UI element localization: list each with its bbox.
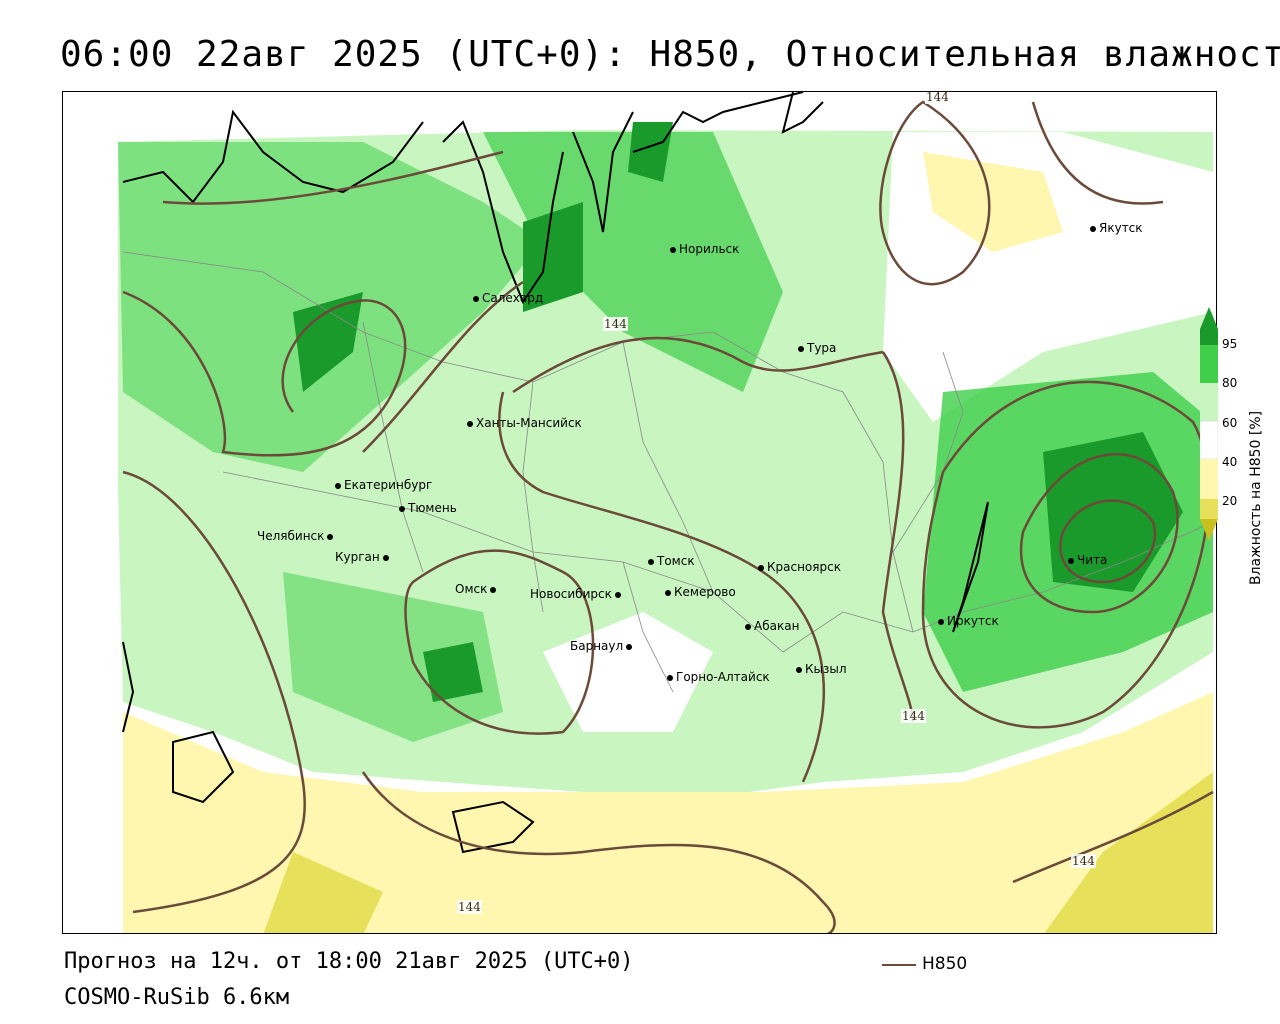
- contour-label: 144: [1071, 854, 1096, 868]
- city-label-krasnoyarsk: Красноярск: [758, 560, 841, 574]
- forecast-caption: Прогноз на 12ч. от 18:00 21авг 2025 (UTC…: [64, 949, 634, 974]
- contour-label: 144: [925, 91, 950, 104]
- city-marker: [335, 482, 341, 489]
- humidity-zone-dark-green-4: [1043, 432, 1183, 592]
- city-marker: [648, 558, 654, 565]
- city-label-barnaul: Барнаул: [570, 639, 635, 653]
- city-marker: [745, 623, 751, 630]
- city-marker: [938, 618, 944, 625]
- city-marker: [665, 589, 671, 596]
- humidity-zone-dark-green-1: [293, 292, 363, 392]
- city-label-gorno-altaysk: Горно-Алтайск: [667, 670, 770, 684]
- humidity-zone-yellow-2: [263, 852, 383, 933]
- colorbar-cap-bottom: [1200, 519, 1218, 541]
- city-marker: [467, 420, 473, 427]
- humidity-zone-dark-green-3: [628, 122, 673, 182]
- city-label-tyumen: Тюмень: [399, 501, 457, 515]
- humidity-zone-dry: [543, 612, 713, 732]
- city-marker: [626, 643, 633, 650]
- city-marker: [758, 564, 764, 571]
- map-panel: 144 144 144 144 144 Якутск Норильск Сале…: [62, 91, 1217, 934]
- city-marker: [382, 554, 389, 561]
- humidity-zone-pale-yellow: [123, 692, 1213, 933]
- city-marker: [1068, 557, 1074, 564]
- city-label-khanty-mansiysk: Ханты-Мансийск: [467, 416, 582, 430]
- coastlines: [122, 92, 989, 854]
- legend-label: H850: [922, 954, 968, 974]
- city-label-yekaterinburg: Екатеринбург: [335, 478, 432, 492]
- city-label-kemerovo: Кемерово: [665, 585, 736, 599]
- city-marker: [667, 674, 673, 681]
- city-marker: [614, 591, 621, 598]
- city-marker: [490, 586, 497, 593]
- city-label-kurgan: Курган: [335, 550, 392, 564]
- city-label-omsk: Омск: [455, 582, 499, 596]
- humidity-zone-green-4: [283, 572, 503, 742]
- colorbar: [1199, 307, 1219, 541]
- colorbar-graphic: [1199, 307, 1219, 541]
- city-marker: [473, 295, 479, 302]
- colorbar-tick: 60: [1222, 416, 1238, 430]
- city-label-yakutsk: Якутск: [1090, 221, 1143, 235]
- city-label-chita: Чита: [1068, 553, 1107, 567]
- map-canvas: [63, 92, 1216, 933]
- city-marker: [796, 666, 802, 673]
- humidity-zone-pale-yellow-ne: [923, 152, 1063, 252]
- humidity-zone-dark-green-2: [523, 202, 583, 312]
- city-label-norilsk: Норильск: [670, 242, 739, 256]
- humidity-zone-dark-green-5: [423, 642, 483, 702]
- city-marker: [798, 345, 804, 352]
- colorbar-cap-top: [1200, 307, 1218, 329]
- city-marker: [670, 246, 676, 253]
- city-marker: [1090, 225, 1096, 232]
- contour-label: 144: [457, 900, 482, 914]
- humidity-zone-green-2: [483, 132, 783, 392]
- colorbar-tick: 95: [1222, 337, 1238, 351]
- humidity-zone-yellow: [1044, 772, 1213, 933]
- colorbar-tick: 20: [1222, 494, 1238, 508]
- contour-label: 144: [901, 709, 926, 723]
- city-label-irkutsk: Иркутск: [938, 614, 999, 628]
- colorbar-tick: 40: [1222, 455, 1238, 469]
- map-title: 06:00 22авг 2025 (UTC+0): H850, Относите…: [60, 34, 1280, 75]
- city-marker: [327, 533, 334, 540]
- city-label-tomsk: Томск: [648, 554, 695, 568]
- model-caption: COSMO-RuSib 6.6км: [64, 985, 290, 1010]
- city-label-chelyabinsk: Челябинск: [257, 529, 336, 543]
- h850-contours: [122, 100, 1214, 933]
- city-label-novosibirsk: Новосибирск: [530, 587, 624, 601]
- colorbar-title: Влажность на H850 [%]: [1248, 410, 1264, 585]
- city-label-salekhard: Салехард: [473, 291, 543, 305]
- legend-line-swatch: [882, 964, 916, 966]
- contour-label: 144: [603, 317, 628, 331]
- city-marker: [399, 505, 405, 512]
- colorbar-tick: 80: [1222, 376, 1238, 390]
- city-label-abakan: Абакан: [745, 619, 799, 633]
- city-label-tura: Тура: [798, 341, 836, 355]
- city-label-kyzyl: Кызыл: [796, 662, 847, 676]
